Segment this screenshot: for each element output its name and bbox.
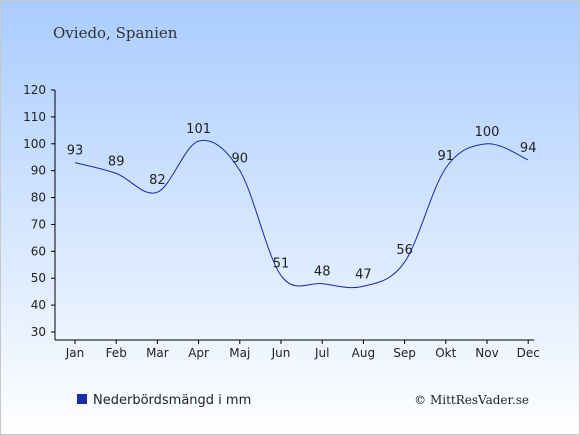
data-label: 90	[232, 152, 249, 167]
data-label: 91	[438, 149, 455, 164]
copyright-text: © MittResVader.se	[414, 393, 529, 407]
x-tick-label: Jun	[271, 346, 291, 360]
data-label: 51	[273, 257, 290, 272]
legend-swatch	[77, 394, 87, 404]
data-label: 100	[475, 125, 500, 140]
x-tick-label: Jan	[65, 346, 85, 360]
data-label: 48	[314, 265, 331, 280]
x-tick-label: Maj	[229, 346, 250, 360]
data-label: 94	[520, 141, 537, 156]
data-label: 93	[67, 144, 84, 159]
y-tick-label: 30	[31, 325, 46, 339]
data-label: 101	[186, 122, 211, 137]
y-tick-label: 40	[31, 298, 46, 312]
x-tick-label: Nov	[475, 346, 498, 360]
precipitation-line	[74, 139, 529, 289]
y-tick-label: 80	[31, 191, 46, 205]
x-tick-label: Aug	[352, 346, 375, 360]
y-tick-label: 120	[23, 83, 46, 97]
data-labels: 93 89 82 101 90 51 48 47 56 91 100 94	[67, 122, 537, 282]
x-tick-label: Okt	[435, 346, 456, 360]
x-tick-label: Dec	[517, 346, 540, 360]
data-label: 47	[355, 267, 372, 282]
x-tick-label: Jul	[314, 346, 329, 360]
x-tick-label: Mar	[146, 346, 169, 360]
y-tick-label: 50	[31, 271, 46, 285]
y-tick-label: 60	[31, 244, 46, 258]
axes	[51, 89, 535, 344]
legend-label: Nederbördsmängd i mm	[93, 393, 251, 408]
x-tick-labels: Jan Feb Mar Apr Maj Jun Jul Aug Sep Okt Nov Dec	[65, 346, 540, 360]
data-label: 56	[396, 243, 413, 258]
y-tick-label: 100	[23, 137, 46, 151]
y-tick-labels: 30 40 50 60 70 80 90 100 110 120	[23, 83, 46, 339]
chart-title: Oviedo, Spanien	[53, 24, 178, 42]
data-label: 82	[149, 173, 166, 188]
x-tick-label: Apr	[188, 346, 209, 360]
y-tick-label: 110	[23, 110, 46, 124]
y-tick-label: 70	[31, 217, 46, 231]
x-tick-label: Sep	[393, 346, 416, 360]
x-tick-label: Feb	[106, 346, 127, 360]
y-tick-label: 90	[31, 164, 46, 178]
data-label: 89	[108, 154, 125, 169]
